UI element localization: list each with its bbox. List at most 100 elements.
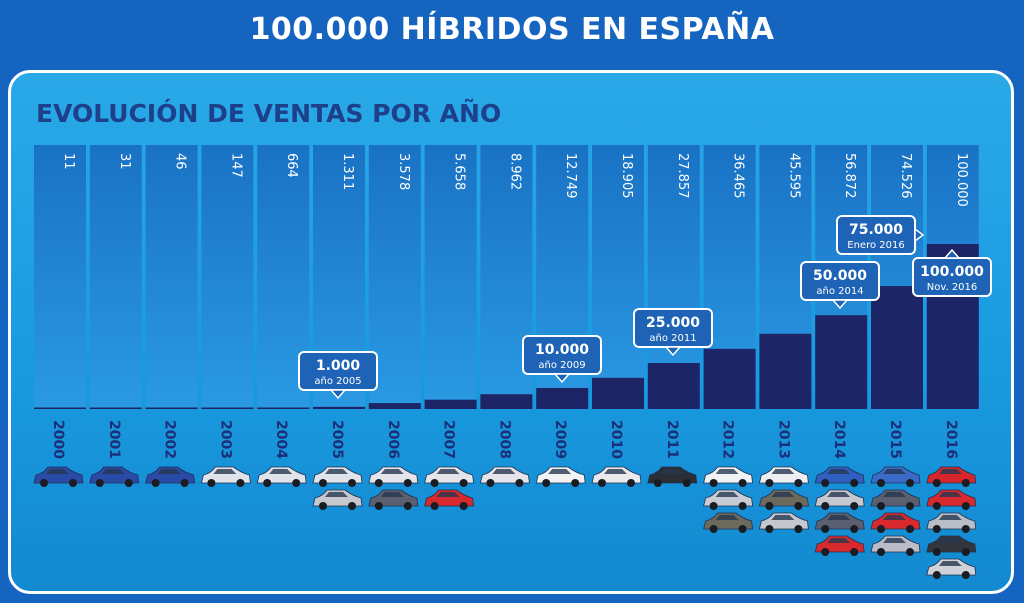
milestone-value: 50.000 [813, 268, 867, 284]
car-icon [312, 466, 363, 487]
bar-2002 [145, 407, 198, 409]
car-icon [758, 489, 809, 510]
car-icon [758, 512, 809, 533]
value-label-2011: 27.857 [675, 153, 690, 199]
value-label-2016: 100.000 [954, 153, 969, 207]
column-bg-2007 [424, 145, 477, 409]
car-icon [814, 535, 865, 556]
year-label-2007: 2007 [441, 420, 457, 459]
car-icon [926, 489, 977, 510]
car-icon [870, 535, 921, 556]
milestone-value: 10.000 [535, 342, 589, 358]
car-icon [89, 466, 140, 487]
milestone-badge-75000: 75.000 Enero 2016 [836, 215, 925, 255]
value-label-2013: 45.595 [786, 153, 801, 199]
bar-2008 [480, 394, 533, 409]
milestone-value: 100.000 [920, 264, 984, 280]
car-icon [200, 466, 251, 487]
milestone-value: 1.000 [316, 358, 361, 374]
car-icon [33, 466, 84, 487]
year-label-2013: 2013 [775, 420, 791, 459]
car-icon [479, 466, 530, 487]
column-bg-2000 [34, 145, 86, 409]
car-icon [926, 535, 977, 556]
car-icon [870, 489, 921, 510]
bar-2010 [592, 377, 644, 409]
column-bg-2003 [201, 145, 254, 409]
bar-2007 [424, 399, 477, 409]
car-icon [926, 512, 977, 533]
car-icon [814, 489, 865, 510]
car-icon [814, 466, 865, 487]
year-label-2011: 2011 [664, 420, 680, 459]
car-icon [591, 466, 642, 487]
value-label-2001: 31 [117, 153, 132, 170]
year-label-2014: 2014 [831, 420, 847, 459]
value-label-2005: 1.311 [340, 153, 355, 190]
car-icon [926, 558, 977, 579]
year-label-2008: 2008 [496, 420, 512, 459]
bar-2003 [201, 407, 254, 409]
car-icon [703, 512, 754, 533]
bar-2004 [257, 407, 310, 409]
bar-2000 [34, 407, 86, 409]
value-label-2008: 8.962 [507, 153, 522, 190]
year-label-2012: 2012 [720, 420, 736, 459]
year-label-2016: 2016 [943, 420, 959, 459]
car-icon [703, 489, 754, 510]
milestone-value: 25.000 [646, 315, 700, 331]
car-icon [758, 466, 809, 487]
car-icon [870, 466, 921, 487]
car-icon [535, 466, 586, 487]
year-label-2010: 2010 [608, 420, 624, 459]
value-label-2006: 3.578 [396, 153, 411, 190]
value-label-2009: 12.749 [563, 153, 578, 199]
car-icon [424, 489, 475, 510]
value-label-2003: 147 [228, 153, 243, 178]
column-bg-2001 [89, 145, 142, 409]
value-label-2015: 74.526 [898, 153, 913, 199]
car-icon [368, 489, 419, 510]
value-label-2014: 56.872 [842, 153, 857, 199]
bar-2015 [871, 286, 923, 409]
value-label-2010: 18.905 [619, 153, 634, 199]
car-icon [145, 466, 196, 487]
milestone-badge-25000: 25.000 año 2011 [633, 308, 713, 357]
car-icon [647, 466, 698, 487]
year-label-2005: 2005 [329, 420, 345, 459]
chart-title: EVOLUCIÓN DE VENTAS POR AÑO [36, 99, 502, 128]
bar-2011 [647, 363, 700, 409]
milestone-label: año 2014 [816, 286, 863, 297]
year-label-2006: 2006 [385, 420, 401, 459]
year-label-2004: 2004 [273, 420, 289, 459]
value-label-2012: 36.465 [731, 153, 746, 199]
car-icon [256, 466, 307, 487]
milestone-label: Enero 2016 [847, 240, 904, 251]
year-label-2015: 2015 [887, 420, 903, 459]
milestone-label: año 2011 [649, 333, 696, 344]
milestone-badge-1000: 1.000 año 2005 [298, 351, 378, 400]
value-label-2002: 46 [173, 153, 188, 170]
value-label-2000: 11 [61, 153, 76, 170]
milestone-label: Nov. 2016 [927, 282, 978, 293]
column-bg-2002 [145, 145, 198, 409]
car-icon [870, 512, 921, 533]
milestone-badge-50000: 50.000 año 2014 [800, 261, 880, 310]
bar-2001 [89, 407, 142, 409]
year-label-2002: 2002 [162, 420, 178, 459]
main-title: 100.000 HÍBRIDOS EN ESPAÑA [249, 12, 775, 47]
value-label-2004: 664 [284, 153, 299, 178]
car-icon [703, 466, 754, 487]
value-label-2007: 5.658 [452, 153, 467, 190]
year-label-2001: 2001 [106, 420, 122, 459]
car-icon [312, 489, 363, 510]
milestone-label: año 2005 [314, 376, 361, 387]
bar-2006 [368, 403, 421, 409]
year-label-2009: 2009 [552, 420, 568, 459]
year-label-2000: 2000 [50, 420, 66, 459]
bar-2009 [536, 387, 589, 409]
car-icon [926, 466, 977, 487]
milestone-label: año 2009 [538, 360, 585, 371]
year-label-2003: 2003 [217, 420, 233, 459]
